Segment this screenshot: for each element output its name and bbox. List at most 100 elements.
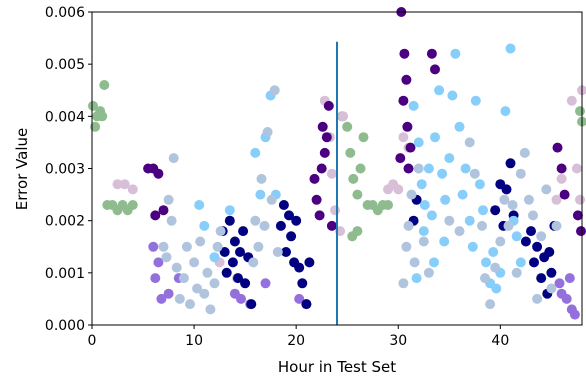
data-point-s4-9 [240,278,251,289]
data-point-s6-57 [551,220,562,231]
data-point-s4-16 [286,231,297,242]
data-point-s2-17 [398,95,409,106]
data-point-s2-23 [430,64,440,75]
data-point-s5-14 [426,210,437,221]
data-point-s6-37 [454,226,465,237]
data-point-s6-44 [495,236,506,247]
data-point-s4-33 [529,257,539,268]
data-point-s6-34 [418,236,429,247]
data-point-s1-19 [571,163,582,174]
data-point-s2-13 [326,220,337,231]
data-point-s4-7 [235,247,245,257]
data-point-s1-2 [127,184,138,195]
data-point-s3-12 [554,278,565,289]
data-point-s6-15 [205,304,216,315]
data-point-s2-16 [401,74,412,85]
data-point-s3-0 [148,241,159,252]
data-point-s1-16 [551,194,562,205]
data-point-s4-22 [304,257,315,268]
data-point-s6-2 [163,194,174,205]
data-point-s6-19 [248,257,259,268]
data-point-s4-34 [532,241,543,252]
data-point-s5-23 [457,189,468,200]
y-tick-label-3: 0.003 [45,162,85,178]
data-point-s3-7 [236,293,246,304]
data-point-s5-21 [450,48,461,59]
data-point-s4-28 [501,184,512,195]
data-point-s0-25 [352,226,363,237]
data-point-s6-42 [485,299,496,310]
data-point-s6-8 [181,241,192,252]
data-point-s1-13 [393,184,404,195]
data-point-s0-5 [99,80,110,90]
data-point-s6-32 [409,257,420,268]
data-point-s5-43 [411,273,422,284]
data-point-s1-7 [326,168,337,179]
data-point-s5-33 [491,283,502,294]
data-point-s4-29 [505,158,516,169]
data-point-s5-32 [488,247,499,257]
data-point-s5-22 [454,121,465,132]
data-point-s0-18 [358,132,369,143]
data-point-s5-4 [250,147,261,158]
data-point-s5-41 [429,257,439,268]
data-point-s2-15 [399,48,410,59]
data-point-s6-18 [215,226,226,237]
data-point-s6-28 [398,278,409,289]
data-point-s6-29 [401,241,412,252]
data-point-s4-18 [291,215,302,226]
data-point-s2-21 [405,142,416,153]
data-point-s4-21 [301,299,312,310]
data-point-s6-33 [413,163,424,174]
data-point-s5-24 [460,163,471,174]
data-point-s3-17 [564,273,575,284]
y-axis-label: Error Value [13,128,31,211]
data-point-s2-26 [559,189,570,200]
data-point-s2-4 [158,205,169,216]
data-point-s6-51 [523,194,534,205]
data-point-s5-39 [515,257,526,268]
y-tick-label-0: 0.000 [45,318,85,334]
data-point-s5-5 [255,189,266,200]
data-point-s3-10 [294,293,305,304]
data-point-s5-2 [209,252,220,263]
data-point-s6-40 [477,220,487,231]
data-point-s6-16 [209,278,220,289]
data-point-s1-10 [338,111,349,122]
data-point-s5-27 [470,95,481,106]
data-point-s4-6 [233,273,243,284]
data-point-s0-13 [342,121,353,132]
data-point-s6-31 [406,189,417,200]
data-point-s4-31 [520,236,531,247]
data-point-s2-28 [576,226,586,237]
data-point-s2-5 [309,173,320,184]
data-point-s6-22 [256,173,267,184]
data-point-s5-9 [408,100,419,111]
data-point-s6-25 [266,194,277,205]
data-point-s5-30 [481,257,491,268]
data-point-s5-16 [434,85,445,96]
data-point-s5-25 [464,215,475,226]
data-point-s5-29 [478,205,488,216]
data-point-s0-23 [383,200,393,210]
data-point-s5-13 [423,163,434,174]
data-point-s6-4 [168,153,179,164]
data-point-s4-15 [284,210,294,221]
data-point-s1-8 [330,205,340,216]
data-point-s5-42 [439,236,450,247]
data-point-s4-5 [229,236,240,247]
data-point-s4-19 [294,262,305,273]
data-point-s5-17 [437,168,448,179]
data-point-s3-9 [260,278,271,289]
data-point-s3-14 [561,293,572,304]
data-point-s6-1 [161,252,172,263]
data-point-s4-40 [544,247,555,257]
data-point-s6-41 [480,273,490,284]
data-point-s0-14 [345,147,356,158]
data-point-s0-4 [97,111,108,122]
data-point-s6-45 [499,194,510,205]
data-point-s4-11 [246,299,257,310]
data-point-s6-6 [174,293,185,304]
data-point-s0-17 [355,163,366,174]
